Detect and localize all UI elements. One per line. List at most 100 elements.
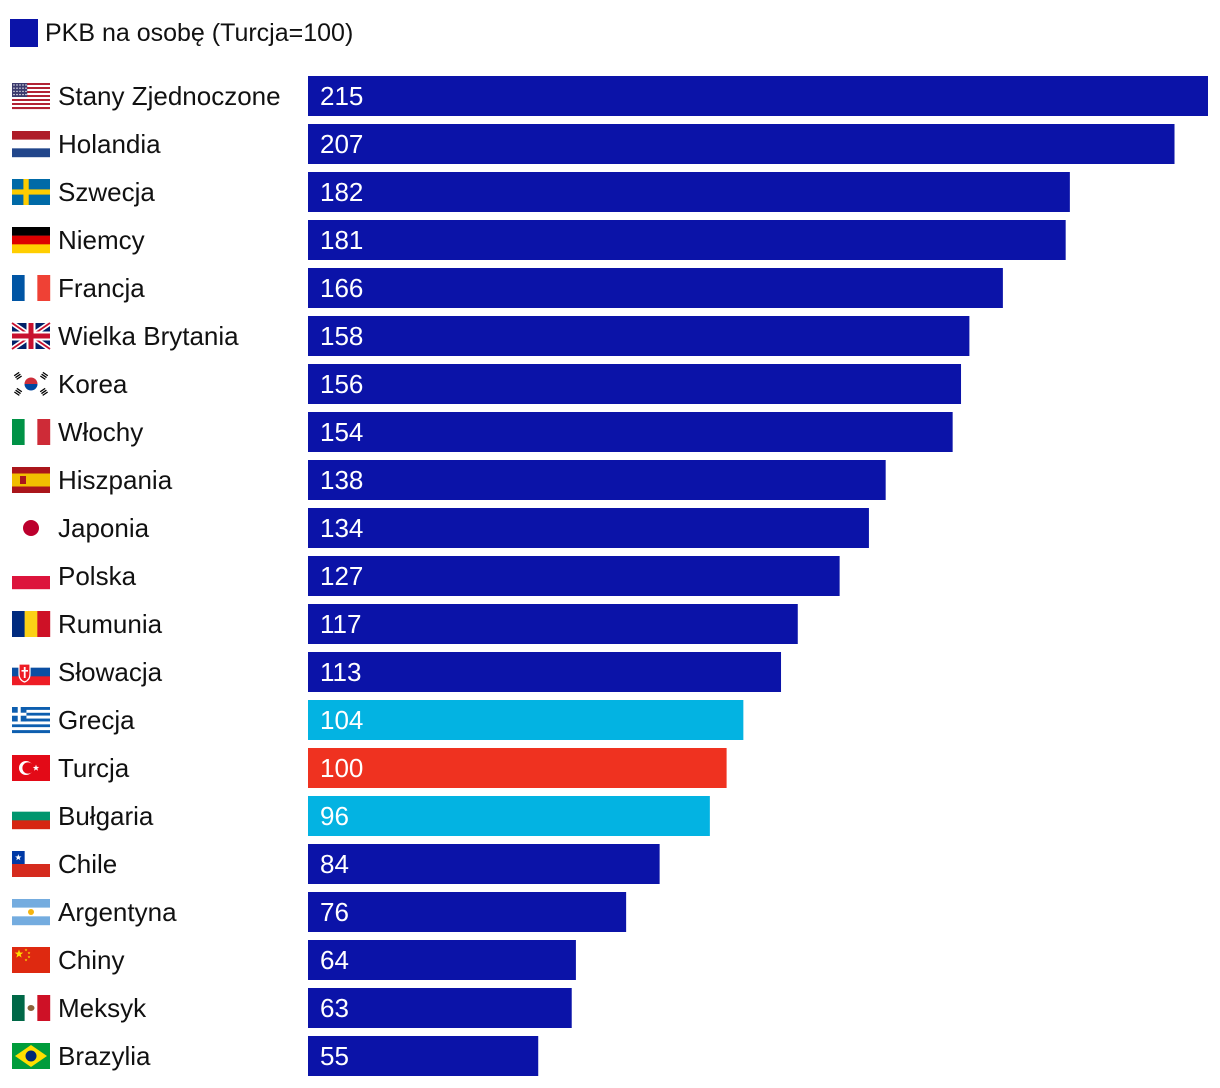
bar	[308, 892, 627, 932]
flag-pl-icon	[12, 563, 50, 590]
value-label: 154	[320, 417, 363, 447]
bar-row: Japonia 134	[12, 508, 869, 548]
flag-gb-icon	[10, 320, 52, 352]
bar-row: Bułgaria 96	[12, 796, 710, 836]
country-label: Niemcy	[58, 225, 145, 255]
legend: PKB na osobę (Turcja=100)	[10, 18, 353, 48]
flag-fr-icon	[12, 275, 51, 301]
country-label: Wielka Brytania	[58, 321, 239, 351]
bar	[308, 940, 576, 980]
bar-row: Chiny 64	[12, 940, 576, 980]
country-label: Hiszpania	[58, 465, 173, 495]
bar-row: Meksyk 63	[12, 988, 572, 1028]
country-label: Brazylia	[58, 1041, 151, 1071]
country-label: Meksyk	[58, 993, 147, 1023]
value-label: 127	[320, 561, 363, 591]
bar	[308, 1036, 539, 1076]
value-label: 117	[320, 609, 361, 639]
bar	[308, 508, 869, 548]
country-label: Korea	[58, 369, 128, 399]
bar-row: Słowacja 113	[12, 652, 782, 692]
bar	[308, 460, 886, 500]
bar-row: Argentyna 76	[12, 892, 627, 932]
flag-mx-icon	[12, 995, 51, 1021]
flag-us-icon	[12, 83, 50, 110]
bar	[308, 604, 798, 644]
country-label: Stany Zjednoczone	[58, 81, 281, 111]
value-label: 156	[320, 369, 363, 399]
value-label: 84	[320, 849, 349, 879]
value-label: 100	[320, 753, 363, 783]
bar-row: Szwecja 182	[12, 172, 1070, 212]
flag-ar-icon	[12, 899, 50, 926]
value-label: 182	[320, 177, 363, 207]
legend-label: PKB na osobę (Turcja=100)	[45, 18, 354, 47]
value-label: 104	[320, 705, 363, 735]
flag-cn-icon	[12, 947, 50, 973]
flag-jp-icon	[12, 515, 50, 541]
flag-cl-icon	[12, 851, 50, 877]
bar-row: Brazylia 55	[12, 1036, 539, 1076]
country-label: Argentyna	[58, 897, 177, 927]
flag-sk-icon	[12, 659, 50, 686]
country-label: Chile	[58, 849, 117, 879]
bar-row: Polska 127	[12, 556, 840, 596]
country-label: Francja	[58, 273, 145, 303]
country-label: Szwecja	[58, 177, 155, 207]
flag-kr-icon	[12, 371, 50, 397]
bar-row: Włochy 154	[12, 412, 953, 452]
value-label: 96	[320, 801, 349, 831]
value-label: 158	[320, 321, 363, 351]
flag-it-icon	[12, 419, 51, 445]
country-label: Japonia	[58, 513, 150, 543]
flag-br-icon	[12, 1043, 50, 1069]
bar	[308, 796, 710, 836]
country-label: Rumunia	[58, 609, 163, 639]
bar	[308, 220, 1066, 260]
bar	[308, 988, 572, 1028]
bar	[308, 748, 727, 788]
value-label: 215	[320, 81, 363, 111]
flag-gr-icon	[12, 707, 50, 734]
bar-row: Hiszpania 138	[12, 460, 886, 500]
value-label: 134	[320, 513, 363, 543]
bar-row: Francja 166	[12, 268, 1003, 308]
legend-swatch	[10, 19, 38, 47]
bar-row: Turcja 100	[12, 748, 727, 788]
bar-row: Holandia 207	[12, 124, 1175, 164]
bar	[308, 700, 744, 740]
bar-row: Wielka Brytania 158	[10, 316, 970, 356]
country-label: Słowacja	[58, 657, 163, 687]
flag-nl-icon	[12, 131, 50, 158]
value-label: 138	[320, 465, 363, 495]
flag-de-icon	[12, 227, 50, 254]
country-label: Turcja	[58, 753, 130, 783]
country-label: Holandia	[58, 129, 161, 159]
flag-ro-icon	[12, 611, 51, 637]
flag-bg-icon	[12, 803, 50, 830]
value-label: 63	[320, 993, 349, 1023]
bar	[308, 124, 1175, 164]
bar	[308, 652, 782, 692]
bar	[308, 556, 840, 596]
bar	[308, 76, 1208, 116]
value-label: 181	[320, 225, 363, 255]
bar	[308, 316, 970, 356]
flag-se-icon	[12, 179, 50, 205]
country-label: Grecja	[58, 705, 135, 735]
value-label: 207	[320, 129, 363, 159]
bar-row: Stany Zjednoczone 215	[12, 76, 1208, 116]
value-label: 55	[320, 1041, 349, 1071]
value-label: 64	[320, 945, 349, 975]
bar-row: Chile 84	[12, 844, 660, 884]
bar-row: Niemcy 181	[12, 220, 1066, 260]
flag-es-icon	[12, 467, 50, 493]
country-label: Bułgaria	[58, 801, 154, 831]
flag-tr-icon	[12, 755, 50, 781]
value-label: 113	[320, 657, 361, 687]
country-label: Włochy	[58, 417, 143, 447]
bar	[308, 268, 1003, 308]
bar	[308, 364, 962, 404]
bar	[308, 844, 660, 884]
bar-row: Grecja 104	[12, 700, 744, 740]
